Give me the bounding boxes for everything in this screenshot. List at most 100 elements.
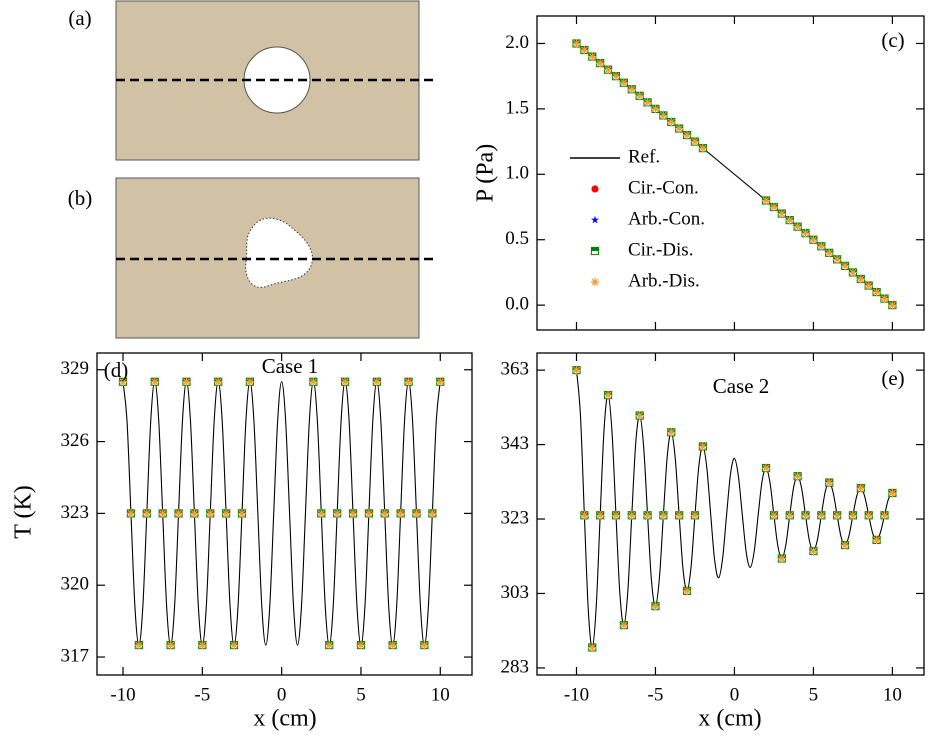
marker-asterisk bbox=[864, 510, 874, 520]
panel-label: (b) bbox=[68, 186, 93, 210]
marker-asterisk bbox=[587, 643, 597, 652]
marker-asterisk bbox=[245, 377, 255, 387]
marker-asterisk bbox=[777, 209, 787, 218]
marker-asterisk bbox=[793, 222, 802, 231]
marker-asterisk bbox=[635, 91, 644, 101]
marker-asterisk bbox=[595, 58, 605, 68]
hole bbox=[245, 217, 313, 288]
marker-asterisk bbox=[412, 509, 421, 518]
marker-asterisk bbox=[832, 510, 842, 520]
marker-asterisk bbox=[674, 510, 684, 520]
marker-asterisk bbox=[221, 509, 231, 518]
marker-asterisk bbox=[396, 509, 405, 518]
marker-asterisk bbox=[587, 52, 597, 61]
marker-asterisk bbox=[809, 546, 818, 556]
y-axis-label: T (K) bbox=[11, 485, 37, 539]
marker-asterisk bbox=[785, 215, 795, 225]
marker-asterisk bbox=[690, 137, 700, 146]
marker-asterisk bbox=[690, 510, 700, 520]
marker-asterisk bbox=[872, 535, 881, 545]
marker-asterisk bbox=[824, 248, 834, 258]
panel-label: (d) bbox=[104, 358, 129, 382]
reference-line bbox=[575, 370, 893, 649]
marker-asterisk bbox=[603, 65, 613, 74]
marker-asterisk bbox=[651, 104, 660, 114]
marker-asterisk bbox=[213, 377, 223, 387]
reference-line bbox=[122, 381, 441, 646]
marker-asterisk bbox=[348, 509, 358, 518]
marker-asterisk bbox=[627, 84, 637, 94]
marker-asterisk bbox=[682, 130, 692, 140]
panel-label: (e) bbox=[881, 366, 904, 390]
marker-asterisk bbox=[134, 640, 144, 650]
marker-asterisk bbox=[126, 509, 136, 518]
marker-asterisk bbox=[182, 377, 191, 387]
marker-asterisk bbox=[316, 509, 326, 518]
marker-asterisk bbox=[777, 554, 787, 563]
marker-asterisk bbox=[404, 377, 413, 387]
marker-asterisk bbox=[801, 228, 810, 238]
marker-asterisk bbox=[142, 509, 152, 518]
x-axis-label: x (cm) bbox=[253, 706, 316, 732]
marker-asterisk bbox=[237, 509, 247, 518]
marker-asterisk bbox=[769, 202, 779, 212]
marker-asterisk bbox=[785, 510, 795, 520]
marker-asterisk bbox=[356, 640, 366, 650]
marker-asterisk bbox=[801, 510, 810, 520]
marker-circle bbox=[591, 185, 599, 193]
x-tick-label: 10 bbox=[883, 684, 902, 705]
marker-asterisk bbox=[332, 509, 342, 518]
annotation: Case 1 bbox=[262, 354, 319, 378]
y-tick-label: 323 bbox=[501, 507, 530, 528]
marker-asterisk bbox=[817, 510, 826, 520]
marker-asterisk bbox=[627, 510, 637, 520]
marker-asterisk bbox=[324, 640, 334, 650]
y-axis-label: P (Pa) bbox=[473, 144, 499, 202]
marker-asterisk bbox=[698, 442, 708, 451]
marker-asterisk bbox=[848, 268, 858, 277]
x-tick-label: -10 bbox=[110, 684, 135, 705]
legend-entry: Cir.-Dis. bbox=[590, 239, 693, 260]
y-tick-label: 2.0 bbox=[505, 32, 529, 53]
y-tick-label: 283 bbox=[501, 656, 530, 677]
panel-label: (c) bbox=[881, 28, 904, 52]
y-tick-label: 343 bbox=[501, 433, 530, 454]
marker-asterisk bbox=[809, 235, 818, 245]
marker-asterisk bbox=[380, 509, 390, 518]
chart-panel: 0.0 0.5 1.0 1.5 2.0 Ref. Cir.-Con. Arb.-Con. Cir… bbox=[473, 15, 925, 331]
x-tick-label: -10 bbox=[564, 684, 589, 705]
x-tick-label: -5 bbox=[194, 684, 210, 705]
marker-asterisk bbox=[817, 241, 826, 251]
x-axis-label: x (cm) bbox=[698, 706, 761, 732]
chart-panel: -10 -5 0 5 10 317 320 323 326 329 (d) Case 1 T (K) x … bbox=[11, 352, 473, 732]
marker-asterisk bbox=[832, 255, 842, 264]
marker-asterisk bbox=[840, 540, 850, 550]
marker-asterisk bbox=[635, 411, 644, 420]
marker-star bbox=[590, 215, 600, 224]
marker-asterisk bbox=[856, 274, 866, 284]
marker-asterisk bbox=[848, 510, 858, 520]
legend-label: Cir.-Dis. bbox=[628, 239, 693, 260]
marker-asterisk bbox=[674, 124, 684, 133]
marker-asterisk bbox=[150, 377, 160, 387]
y-tick-label: 1.5 bbox=[505, 97, 529, 118]
marker-asterisk bbox=[880, 294, 889, 303]
marker-asterisk bbox=[769, 510, 779, 520]
marker-asterisk bbox=[309, 377, 318, 387]
marker-asterisk bbox=[619, 78, 629, 88]
marker-asterisk bbox=[856, 483, 866, 493]
marker-asterisk bbox=[428, 509, 437, 518]
marker-square bbox=[590, 246, 600, 256]
panel-label: (a) bbox=[68, 6, 91, 30]
marker-asterisk bbox=[580, 45, 589, 55]
marker-asterisk bbox=[174, 509, 183, 518]
marker-asterisk bbox=[340, 377, 350, 387]
marker-asterisk bbox=[761, 463, 771, 473]
legend-entry: Cir.-Con. bbox=[591, 177, 699, 198]
marker-asterisk bbox=[761, 196, 771, 205]
y-tick-label: 0.5 bbox=[505, 228, 529, 249]
marker-asterisk bbox=[619, 620, 629, 630]
y-tick-label: 326 bbox=[61, 430, 90, 451]
marker-asterisk bbox=[229, 640, 239, 650]
x-tick-label: -5 bbox=[648, 684, 664, 705]
